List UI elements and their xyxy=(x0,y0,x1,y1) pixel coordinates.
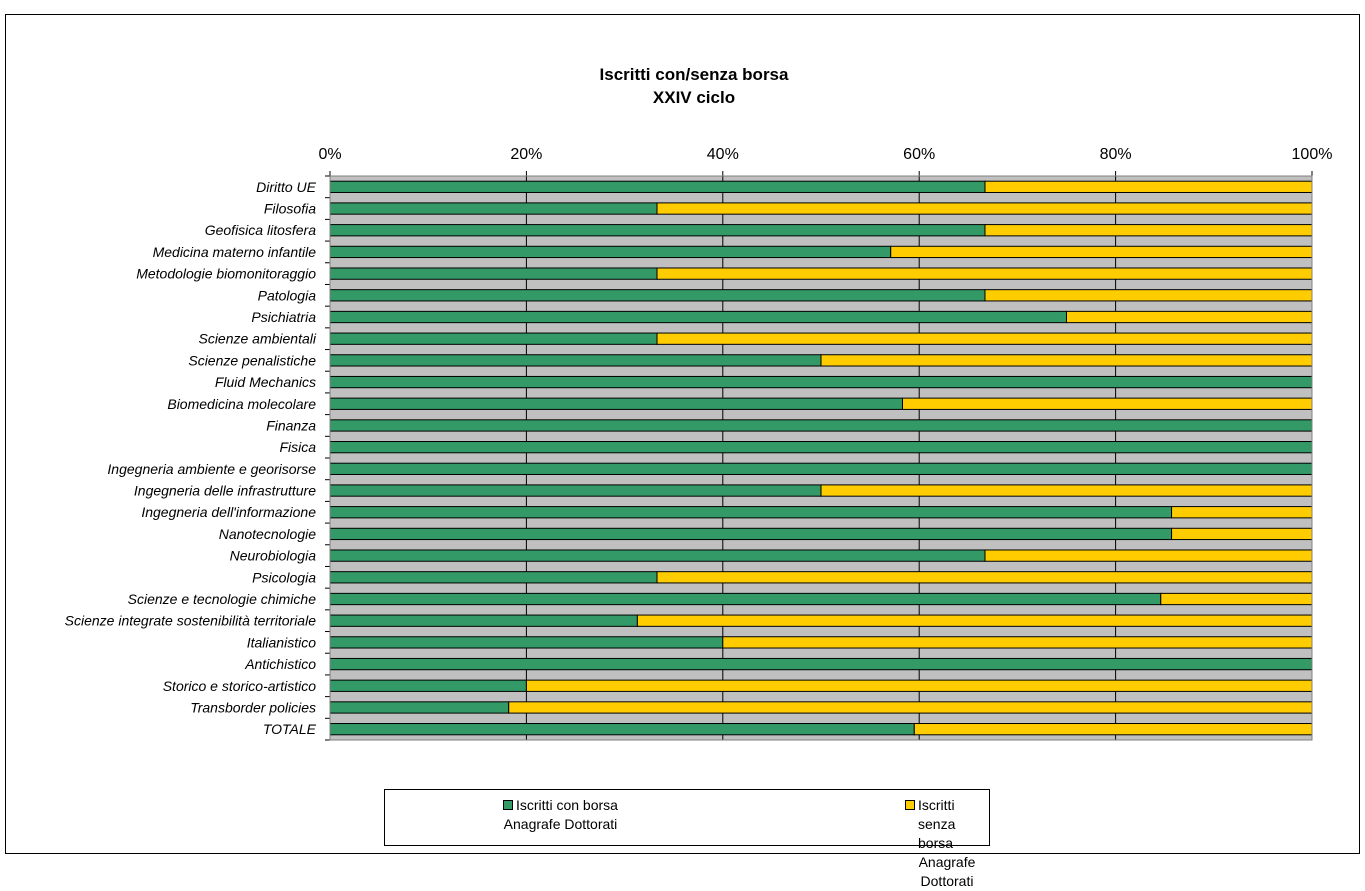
category-label: Fluid Mechanics xyxy=(215,374,316,390)
x-tick-label: 40% xyxy=(707,146,739,163)
bar-segment-con-borsa xyxy=(329,245,892,259)
category-label: Antichistico xyxy=(244,656,316,672)
category-label: Storico e storico-artistico xyxy=(163,678,316,694)
category-label: Filosofia xyxy=(264,201,316,217)
category-label: Ingegneria delle infrastrutture xyxy=(134,483,316,499)
bar-segment-senza-borsa xyxy=(636,614,1313,627)
bar-segment-senza-borsa xyxy=(984,549,1313,562)
bar-segment-senza-borsa xyxy=(902,397,1313,410)
bar-segment-con-borsa xyxy=(329,506,1173,519)
bar-segment-con-borsa xyxy=(329,679,527,692)
legend-source: Anagrafe Dottorati xyxy=(503,816,618,832)
x-tick-label: 100% xyxy=(1292,146,1333,163)
bar-segment-senza-borsa xyxy=(1160,592,1313,606)
category-label: Scienze ambientali xyxy=(198,331,316,347)
legend: Iscritti con borsa Anagrafe Dottorati Is… xyxy=(384,789,990,889)
legend-swatch-yellow xyxy=(905,800,915,810)
bar-segment-con-borsa xyxy=(329,592,1162,606)
category-label: Scienze integrate sostenibilità territor… xyxy=(65,613,317,629)
category-label: Metodologie biomonitoraggio xyxy=(136,266,316,282)
bar-segment-con-borsa xyxy=(329,332,658,345)
bar-segment-senza-borsa xyxy=(820,484,1313,497)
legend-item-senza-borsa: Iscritti senza borsa Anagrafe Dottorati xyxy=(905,796,989,891)
bar-segment-con-borsa xyxy=(329,614,638,627)
bar-segment-senza-borsa xyxy=(1171,506,1313,519)
category-label: Geofisica litosfera xyxy=(205,222,316,238)
plot-area: 0% 20% 40% 60% 80% 100% Diritto UE Filosofia Geo… xyxy=(65,146,1333,741)
category-label: Ingegneria ambiente e georisorse xyxy=(107,461,316,477)
plot-background xyxy=(330,176,1312,740)
bar-segment-con-borsa xyxy=(329,224,986,237)
x-tick-label: 20% xyxy=(510,146,542,163)
bar-segment-con-borsa xyxy=(329,636,724,649)
category-label: Psichiatria xyxy=(251,309,316,325)
bar-segment-con-borsa xyxy=(329,419,1313,432)
legend-swatch-green xyxy=(503,800,513,810)
category-label: Biomedicina molecolare xyxy=(167,396,316,412)
bar-segment-con-borsa xyxy=(329,441,1313,454)
category-label: Neurobiologia xyxy=(230,548,317,564)
bar-chart: Iscritti con/senza borsa XXIV ciclo 0% 20… xyxy=(65,65,1333,741)
category-label: Finanza xyxy=(266,417,316,433)
bar-segment-senza-borsa xyxy=(525,679,1313,692)
bar-segment-senza-borsa xyxy=(984,289,1313,302)
category-label: Nanotecnologie xyxy=(219,526,317,542)
bar-segment-con-borsa xyxy=(329,289,986,302)
bar-segment-con-borsa xyxy=(329,549,986,562)
legend-item-con-borsa: Iscritti con borsa Anagrafe Dottorati xyxy=(503,796,618,834)
bar-segment-con-borsa xyxy=(329,527,1173,541)
bar-segment-con-borsa xyxy=(329,462,1313,475)
category-label: Psicologia xyxy=(252,569,316,585)
bar-segment-senza-borsa xyxy=(508,701,1313,714)
category-label: Ingegneria dell'informazione xyxy=(141,504,316,520)
bar-segment-senza-borsa xyxy=(656,267,1313,280)
category-label: TOTALE xyxy=(263,721,317,737)
legend-label: Iscritti senza borsa xyxy=(918,797,956,851)
bar-segment-con-borsa xyxy=(329,310,1067,324)
bar-segment-con-borsa xyxy=(329,267,658,280)
legend-label: Iscritti con borsa xyxy=(516,797,618,813)
bar-segment-senza-borsa xyxy=(1171,527,1313,541)
bar-segment-con-borsa xyxy=(329,701,510,714)
bar-segment-con-borsa xyxy=(329,657,1313,671)
x-tick-label: 0% xyxy=(318,146,341,163)
x-tick-label: 80% xyxy=(1100,146,1132,163)
bar-segment-senza-borsa xyxy=(984,180,1313,193)
category-label: Scienze e tecnologie chimiche xyxy=(128,591,317,607)
category-label: Transborder policies xyxy=(190,699,316,715)
category-label: Patologia xyxy=(258,287,317,303)
bar-segment-con-borsa xyxy=(329,571,658,584)
bar-segment-con-borsa xyxy=(329,723,915,736)
bar-segment-senza-borsa xyxy=(913,723,1313,736)
plot-border xyxy=(329,175,1313,741)
legend-source: Anagrafe Dottorati xyxy=(918,854,976,889)
bar-segment-senza-borsa xyxy=(820,354,1313,367)
bar-segment-senza-borsa xyxy=(1066,310,1313,324)
category-label: Scienze penalistiche xyxy=(188,352,316,368)
bar-segment-con-borsa xyxy=(329,180,986,193)
category-label: Fisica xyxy=(279,439,316,455)
bar-segment-con-borsa xyxy=(329,354,822,367)
bar-segment-con-borsa xyxy=(329,484,822,497)
bar-segment-senza-borsa xyxy=(890,245,1313,259)
bar-segment-con-borsa xyxy=(329,202,658,215)
bar-segment-senza-borsa xyxy=(656,202,1313,215)
bar-segment-con-borsa xyxy=(329,397,904,410)
category-label: Diritto UE xyxy=(256,179,317,195)
category-label: Medicina materno infantile xyxy=(153,244,317,260)
chart-subtitle: XXIV ciclo xyxy=(653,88,735,107)
bar-segment-senza-borsa xyxy=(722,636,1313,649)
x-tick-label: 60% xyxy=(903,146,935,163)
bar-segment-senza-borsa xyxy=(984,224,1313,237)
chart-title: Iscritti con/senza borsa xyxy=(600,65,789,84)
category-label: Italianistico xyxy=(247,634,316,650)
bar-segment-senza-borsa xyxy=(656,571,1313,584)
bar-segment-senza-borsa xyxy=(656,332,1313,345)
bar-segment-con-borsa xyxy=(329,375,1313,389)
